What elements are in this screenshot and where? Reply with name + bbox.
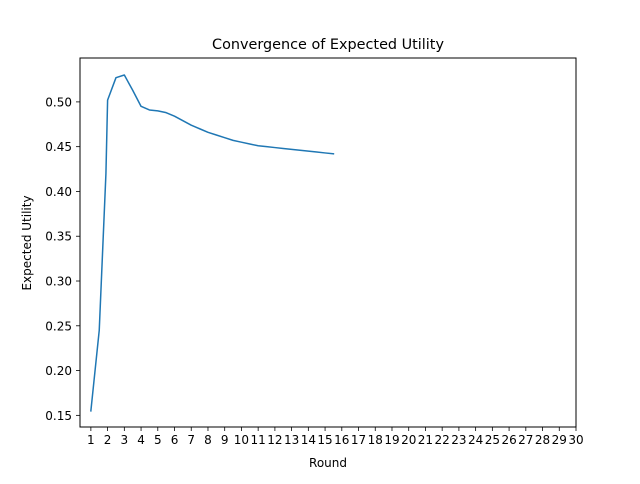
x-tick-label: 19 (384, 433, 399, 447)
x-tick-label: 25 (485, 433, 500, 447)
y-axis-label: Expected Utility (20, 195, 34, 290)
y-tick-label: 0.20 (45, 364, 72, 378)
x-tick-label: 28 (535, 433, 550, 447)
x-tick-label: 26 (501, 433, 516, 447)
x-tick-label: 16 (334, 433, 349, 447)
x-tick-label: 10 (234, 433, 249, 447)
x-tick-label: 13 (284, 433, 299, 447)
x-tick-label: 17 (351, 433, 366, 447)
x-tick-label: 4 (137, 433, 145, 447)
series-line (90, 74, 335, 412)
x-tick-label: 24 (468, 433, 483, 447)
x-tick-label: 30 (568, 433, 583, 447)
x-axis-label: Round (309, 456, 347, 470)
chart-title: Convergence of Expected Utility (212, 37, 444, 53)
x-tick-label: 6 (171, 433, 179, 447)
plot-frame (79, 57, 577, 428)
x-tick-label: 22 (435, 433, 450, 447)
x-tick-label: 20 (401, 433, 416, 447)
y-tick-label: 0.30 (45, 275, 72, 289)
x-tick-label: 8 (204, 433, 212, 447)
x-tick-label: 27 (518, 433, 533, 447)
x-tick-label: 1 (87, 433, 95, 447)
x-tick-label: 2 (104, 433, 112, 447)
x-tick-label: 21 (418, 433, 433, 447)
x-tick-label: 15 (317, 433, 332, 447)
x-tick-label: 29 (552, 433, 567, 447)
x-tick-label: 14 (301, 433, 316, 447)
y-tick-label: 0.45 (45, 140, 72, 154)
x-tick-label: 11 (251, 433, 266, 447)
x-tick-label: 3 (121, 433, 129, 447)
axis-ticks: 1 2 3 4 5 6 7 8 9 10 11 12 13 14 15 16 17 18 19 20 21 22 23 24 2… (45, 95, 583, 447)
y-tick-label: 0.15 (45, 409, 72, 423)
x-tick-label: 7 (187, 433, 195, 447)
series-layer (90, 74, 335, 412)
x-tick-label: 9 (221, 433, 229, 447)
y-tick-label: 0.50 (45, 95, 72, 109)
x-tick-label: 23 (451, 433, 466, 447)
y-tick-label: 0.25 (45, 319, 72, 333)
x-tick-label: 5 (154, 433, 162, 447)
x-tick-label: 12 (267, 433, 282, 447)
y-tick-label: 0.40 (45, 185, 72, 199)
y-tick-label: 0.35 (45, 230, 72, 244)
x-tick-label: 18 (368, 433, 383, 447)
